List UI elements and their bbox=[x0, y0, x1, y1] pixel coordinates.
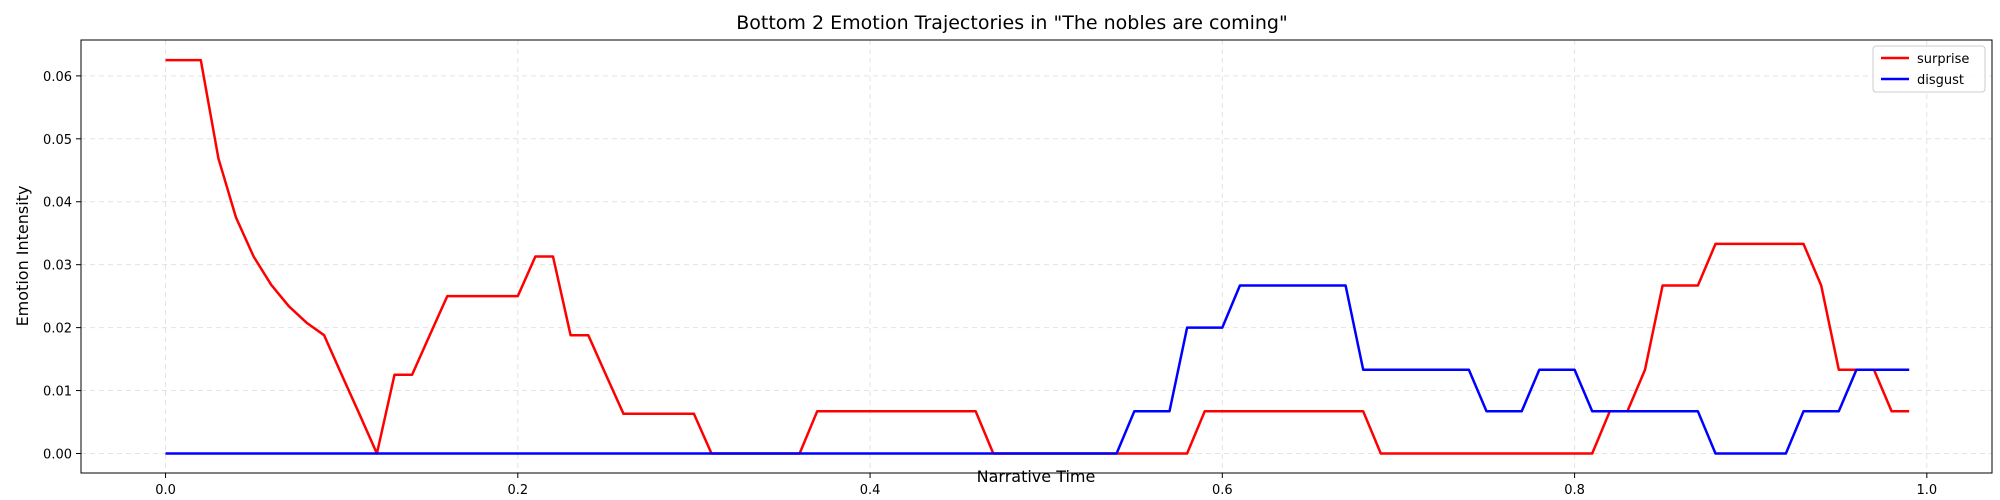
y-tick-label: 0.02 bbox=[43, 322, 72, 337]
x-axis: 0.0 0.2 0.4 0.6 0.8 1.0 bbox=[155, 473, 1937, 498]
x-tick-label: 0.8 bbox=[1564, 483, 1585, 498]
x-tick-label: 0.6 bbox=[1212, 483, 1233, 498]
y-tick-label: 0.00 bbox=[43, 447, 72, 462]
y-tick-label: 0.06 bbox=[43, 70, 72, 85]
x-tick-label: 0.0 bbox=[155, 483, 176, 498]
y-tick-label: 0.03 bbox=[43, 259, 72, 274]
grid bbox=[81, 40, 1992, 473]
x-tick-label: 1.0 bbox=[1916, 483, 1937, 498]
x-tick-label: 0.4 bbox=[860, 483, 881, 498]
y-tick-label: 0.05 bbox=[43, 133, 72, 148]
y-tick-label: 0.01 bbox=[43, 385, 72, 400]
series-line-surprise bbox=[165, 58, 1910, 455]
series-lines bbox=[165, 58, 1910, 455]
x-tick-label: 0.2 bbox=[507, 483, 528, 498]
y-tick-label: 0.04 bbox=[43, 196, 72, 211]
chart-title: Bottom 2 Emotion Trajectories in "The no… bbox=[736, 12, 1287, 34]
x-axis-label: Narrative Time bbox=[977, 467, 1096, 486]
legend: surprise disgust bbox=[1872, 45, 1986, 93]
legend-label-surprise: surprise bbox=[1917, 52, 1969, 67]
plot-frame bbox=[80, 39, 1993, 474]
series-line-disgust bbox=[165, 284, 1910, 455]
legend-label-disgust: disgust bbox=[1917, 73, 1964, 88]
y-axis-label: Emotion Intensity bbox=[13, 186, 32, 327]
y-axis: 0.00 0.01 0.02 0.03 0.04 0.05 0.06 bbox=[43, 70, 81, 462]
